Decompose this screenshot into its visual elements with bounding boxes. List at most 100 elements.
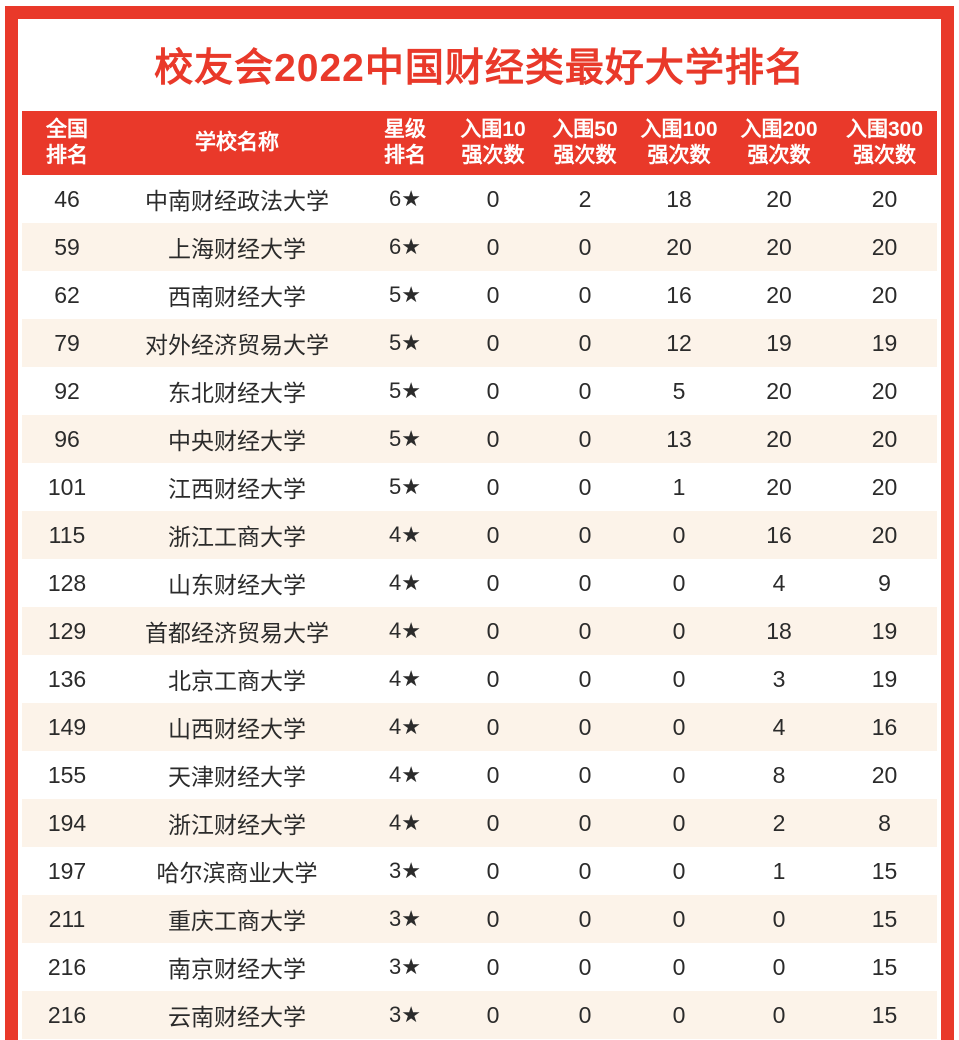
top100-cell: 0 [672,521,686,548]
table-header: 全国 排名 学校名称 星级 排名 入围10 强次数 入围50 强次数 入围100 强次数 入围200 强… [22,111,937,175]
top10-cell: 0 [486,473,500,500]
top10-cell: 0 [486,521,500,548]
top50-cell: 0 [578,665,592,692]
top200-cell: 1 [772,857,786,884]
top300-cell: 20 [871,233,898,260]
top10-cell: 0 [486,857,500,884]
rank-cell: 136 [47,665,87,692]
top200-cell: 20 [766,473,792,500]
school-cell: 哈尔滨商业大学 [156,860,318,886]
top50-cell: 0 [578,713,592,740]
top300-cell: 20 [871,425,898,452]
content-area: 校友会2022中国财经类最好大学排名 全国 排名 学校名称 星级 排名 入围10 强次数 入围… [18,19,941,1039]
school-cell: 南京财经大学 [168,956,306,982]
school-cell: 浙江工商大学 [168,524,306,550]
top10-cell: 0 [486,665,500,692]
star-cell: 4★ [389,666,421,691]
star-cell: 3★ [389,1002,421,1027]
rank-cell: 216 [47,1001,87,1028]
table-row: 155 天津财经大学 4★ 0 0 0 8 20 [22,751,937,799]
top100-cell: 0 [672,713,686,740]
red-frame: 校友会2022中国财经类最好大学排名 全国 排名 学校名称 星级 排名 入围10 强次数 入围… [5,6,954,1040]
header-star-rank: 星级 排名 [384,118,426,167]
star-cell: 4★ [389,570,421,595]
school-cell: 云南财经大学 [168,1004,306,1030]
top100-cell: 12 [666,329,692,356]
rank-cell: 197 [47,857,87,884]
rank-cell: 194 [47,809,87,836]
top50-cell: 2 [578,185,592,212]
title-band: 校友会2022中国财经类最好大学排名 [22,19,937,111]
top100-cell: 0 [672,1001,686,1028]
school-cell: 中南财经政法大学 [145,188,329,214]
top50-cell: 0 [578,521,592,548]
top100-cell: 0 [672,665,686,692]
rank-cell: 211 [48,905,86,932]
top300-cell: 19 [871,665,898,692]
top10-cell: 0 [486,713,500,740]
rank-cell: 115 [48,521,86,548]
top10-cell: 0 [486,233,500,260]
table-row: 46 中南财经政法大学 6★ 0 2 18 20 20 [22,175,937,223]
school-cell: 西南财经大学 [168,284,306,310]
top50-cell: 0 [578,905,592,932]
star-cell: 4★ [389,762,421,787]
top10-cell: 0 [486,761,500,788]
table-row: 197 哈尔滨商业大学 3★ 0 0 0 1 15 [22,847,937,895]
top50-cell: 0 [578,233,592,260]
table-row: 211 重庆工商大学 3★ 0 0 0 0 15 [22,895,937,943]
school-cell: 北京工商大学 [168,668,306,694]
top200-cell: 2 [772,809,786,836]
top50-cell: 0 [578,281,592,308]
top50-cell: 0 [578,761,592,788]
top100-cell: 0 [672,857,686,884]
top10-cell: 0 [486,569,500,596]
school-cell: 天津财经大学 [168,764,306,790]
rank-cell: 59 [54,233,80,260]
star-cell: 5★ [389,378,421,403]
top50-cell: 0 [578,329,592,356]
table-row: 79 对外经济贸易大学 5★ 0 0 12 19 19 [22,319,937,367]
school-cell: 山西财经大学 [168,716,306,742]
top50-cell: 0 [578,857,592,884]
top100-cell: 20 [666,233,692,260]
school-cell: 东北财经大学 [168,380,306,406]
top200-cell: 20 [766,233,792,260]
rank-cell: 129 [47,617,87,644]
top200-cell: 20 [766,185,792,212]
top10-cell: 0 [486,809,500,836]
star-cell: 6★ [389,234,421,259]
star-cell: 4★ [389,714,421,739]
school-cell: 首都经济贸易大学 [145,620,329,646]
top200-cell: 0 [772,953,786,980]
rank-cell: 128 [47,569,87,596]
top50-cell: 0 [578,617,592,644]
table-row: 194 浙江财经大学 4★ 0 0 0 2 8 [22,799,937,847]
header-national-rank: 全国 排名 [46,118,88,167]
top200-cell: 20 [766,281,792,308]
top300-cell: 15 [871,1001,898,1028]
top100-cell: 0 [672,809,686,836]
star-cell: 4★ [389,618,421,643]
rank-cell: 79 [54,329,80,356]
top50-cell: 0 [578,425,592,452]
top10-cell: 0 [486,425,500,452]
table-row: 62 西南财经大学 5★ 0 0 16 20 20 [22,271,937,319]
school-cell: 中央财经大学 [168,428,306,454]
top200-cell: 20 [766,377,792,404]
top100-cell: 0 [672,617,686,644]
rank-cell: 149 [47,713,87,740]
top50-cell: 0 [578,569,592,596]
top100-cell: 0 [672,905,686,932]
top300-cell: 20 [871,473,898,500]
table-row: 101 江西财经大学 5★ 0 0 1 20 20 [22,463,937,511]
rank-cell: 62 [54,281,80,308]
table-row: 59 上海财经大学 6★ 0 0 20 20 20 [22,223,937,271]
school-cell: 上海财经大学 [168,236,306,262]
table-row: 149 山西财经大学 4★ 0 0 0 4 16 [22,703,937,751]
star-cell: 3★ [389,954,421,979]
top300-cell: 15 [871,857,898,884]
rank-cell: 92 [54,377,80,404]
top10-cell: 0 [486,281,500,308]
rank-cell: 101 [47,473,87,500]
